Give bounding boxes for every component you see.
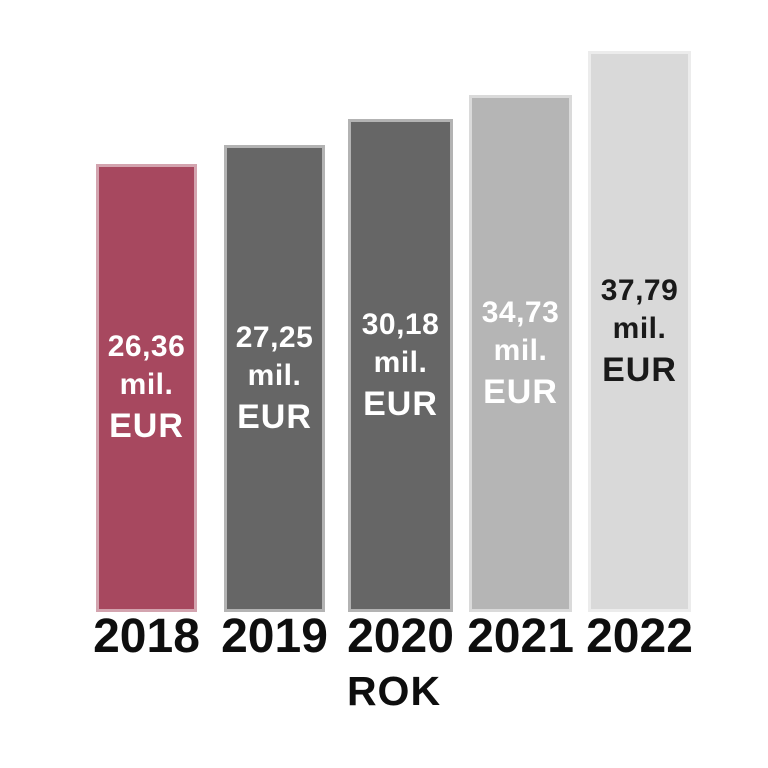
bar-value-label: 37,79 mil. EUR (601, 272, 679, 392)
bar-currency-text: EUR (602, 350, 677, 389)
bar-value-label: 34,73 mil. EUR (482, 294, 560, 414)
bar-unit-text: mil. (612, 311, 667, 345)
bar-unit-text: mil. (247, 358, 302, 392)
x-axis-tick-label: 2021 (467, 610, 574, 663)
bar-currency-text: EUR (363, 384, 438, 423)
bar-currency-text: EUR (483, 372, 558, 411)
bar-currency-text: EUR (237, 397, 312, 436)
bar: 34,73 mil. EUR (469, 95, 572, 612)
bar-value-text: 27,25 (235, 320, 314, 354)
bar: 26,36 mil. EUR (96, 164, 197, 612)
x-axis-tick-label: 2022 (586, 610, 693, 663)
bar-value-label: 27,25 mil. EUR (236, 319, 314, 439)
bar-value-text: 37,79 (600, 273, 679, 307)
bar-value-label: 26,36 mil. EUR (108, 328, 186, 448)
x-axis-tick-label: 2020 (347, 610, 454, 663)
x-axis-tick-label: 2018 (93, 610, 200, 663)
bar: 30,18 mil. EUR (348, 119, 453, 612)
x-axis-title: ROK (346, 668, 442, 714)
bar-value-label: 30,18 mil. EUR (362, 306, 440, 426)
bar-unit-text: mil. (119, 368, 174, 401)
bar-unit-text: mil. (373, 345, 428, 379)
bar-value-text: 26,36 (107, 330, 186, 363)
x-axis-tick-label: 2019 (221, 610, 328, 663)
bar-value-text: 34,73 (481, 295, 560, 329)
bar-value-text: 30,18 (361, 307, 440, 341)
bar-unit-text: mil. (493, 333, 548, 367)
bar: 37,79 mil. EUR (588, 51, 691, 612)
bar: 27,25 mil. EUR (224, 145, 325, 612)
bar-currency-text: EUR (109, 407, 184, 445)
